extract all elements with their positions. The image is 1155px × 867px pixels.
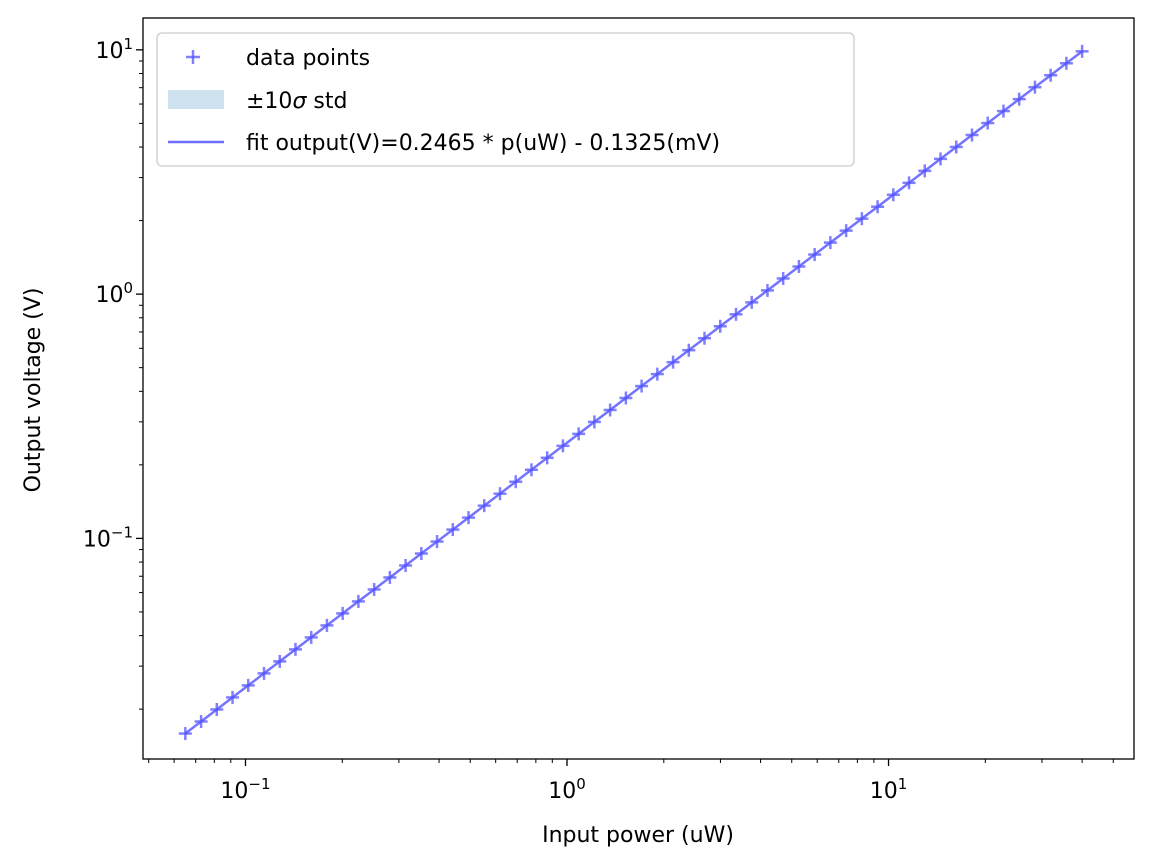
y-tick-label-1: 100 xyxy=(95,279,133,308)
legend-label-band: ±10σ std xyxy=(246,89,347,114)
data-point xyxy=(1012,92,1026,106)
data-point xyxy=(524,463,538,477)
data-point xyxy=(462,511,476,525)
y-axis-label: Output voltage (V) xyxy=(21,288,46,493)
data-point xyxy=(902,176,916,190)
x-axis-ticks xyxy=(148,759,1114,766)
data-points-layer xyxy=(178,44,1089,741)
data-point xyxy=(981,116,995,130)
data-point xyxy=(886,188,900,202)
data-point xyxy=(587,415,601,429)
data-point xyxy=(493,487,507,501)
data-point xyxy=(918,164,932,178)
data-point xyxy=(304,630,318,644)
plot-frame xyxy=(142,17,1135,760)
data-point xyxy=(619,391,633,405)
x-tick-label-1: 100 xyxy=(548,775,586,804)
data-point xyxy=(226,690,240,704)
data-point xyxy=(556,439,570,453)
data-point xyxy=(698,331,712,345)
data-point xyxy=(934,152,948,166)
legend: data points ±10σ std fit output(V)=0.246… xyxy=(156,32,855,167)
data-point xyxy=(760,283,774,297)
data-point xyxy=(996,104,1010,118)
data-point xyxy=(288,642,302,656)
data-point xyxy=(257,666,271,680)
data-point xyxy=(1028,80,1042,94)
data-point xyxy=(399,558,413,572)
legend-box xyxy=(156,32,855,167)
data-point xyxy=(776,271,790,285)
data-point xyxy=(351,594,365,608)
data-point xyxy=(383,570,397,584)
data-point xyxy=(509,475,523,489)
data-point xyxy=(1059,56,1073,70)
data-point xyxy=(792,260,806,274)
y-tick-label-2: 101 xyxy=(95,35,133,64)
legend-label-fit: fit output(V)=0.2465 * p(uW) - 0.1325(mV… xyxy=(246,131,720,156)
data-point xyxy=(273,654,287,668)
data-point xyxy=(178,727,192,741)
x-tick-label-0: 10−1 xyxy=(220,775,270,804)
data-point xyxy=(477,499,491,513)
legend-band-swatch xyxy=(168,90,224,109)
data-point xyxy=(336,606,350,620)
data-point xyxy=(839,224,853,238)
data-point xyxy=(650,367,664,381)
data-point xyxy=(367,582,381,596)
legend-points-marker xyxy=(186,50,200,64)
fit-line xyxy=(184,50,1083,735)
legend-label-points: data points xyxy=(246,46,370,71)
data-point xyxy=(635,379,649,393)
data-point xyxy=(194,714,208,728)
x-axis-label: Input power (uW) xyxy=(542,823,734,848)
data-point xyxy=(745,295,759,309)
data-point xyxy=(682,343,696,357)
data-point xyxy=(210,702,224,716)
data-point xyxy=(949,140,963,154)
y-tick-label-0: 10−1 xyxy=(83,523,133,552)
data-point xyxy=(540,451,554,465)
data-point xyxy=(241,678,255,692)
data-point xyxy=(965,128,979,142)
data-point xyxy=(808,248,822,262)
y-axis-ticks xyxy=(136,49,143,710)
data-point xyxy=(855,212,869,226)
x-tick-label-2: 101 xyxy=(870,775,908,804)
data-point xyxy=(446,523,460,537)
data-point xyxy=(823,236,837,250)
data-point xyxy=(1044,68,1058,82)
data-point xyxy=(572,427,586,441)
data-point xyxy=(414,547,428,561)
data-point xyxy=(713,319,727,333)
data-point xyxy=(320,618,334,632)
data-point xyxy=(603,403,617,417)
data-point xyxy=(871,200,885,214)
data-point xyxy=(729,307,743,321)
data-point xyxy=(1075,44,1089,58)
data-point xyxy=(666,355,680,369)
data-point xyxy=(430,535,444,549)
